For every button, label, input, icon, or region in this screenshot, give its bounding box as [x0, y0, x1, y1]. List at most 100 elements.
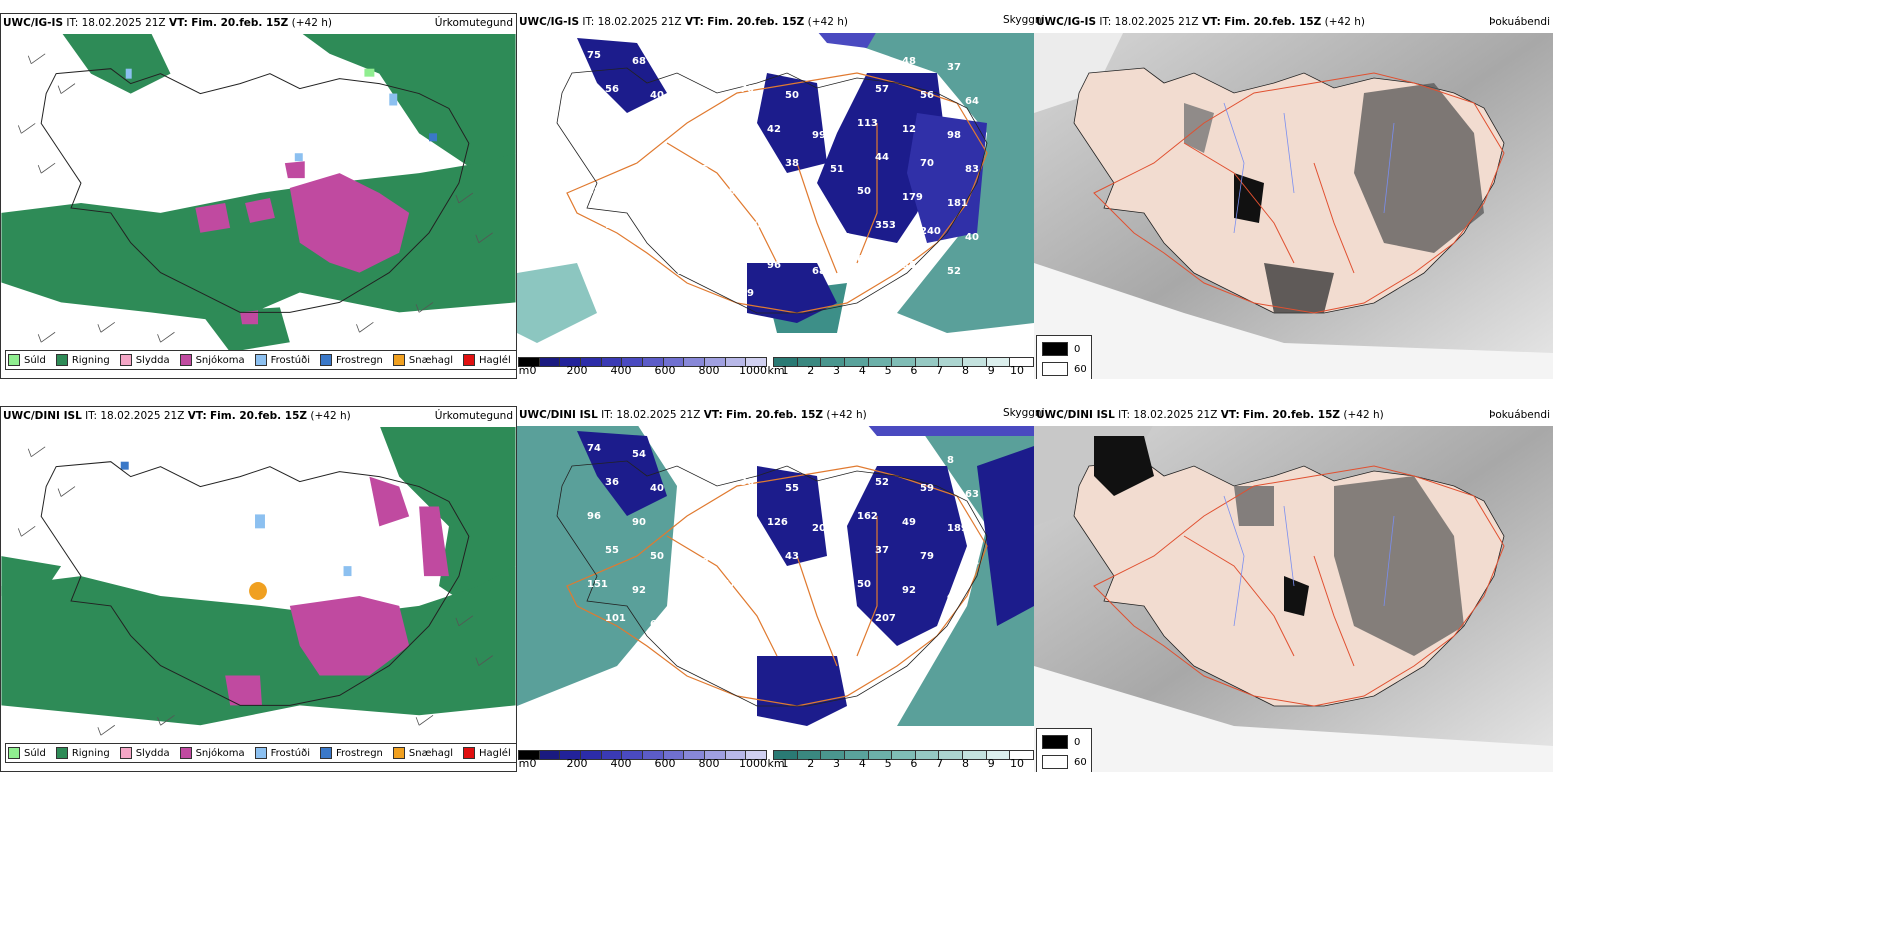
lead-time: (+42 h) — [807, 16, 848, 28]
colorbar-cell — [518, 750, 540, 760]
visibility-colorbar — [773, 357, 1034, 367]
visibility-value: 52 — [947, 266, 961, 277]
colorbar-cell — [580, 357, 602, 367]
colorbar-cell — [963, 357, 987, 367]
visibility-value: 83 — [965, 164, 979, 175]
colorbar-cell — [746, 750, 767, 760]
model-name: UWC/IG-IS — [1036, 16, 1097, 28]
legend-item: Snjókoma — [179, 354, 245, 366]
shade-value: 0 — [1074, 736, 1081, 748]
legend-swatch — [463, 354, 476, 366]
visibility-map: 75 68 55 65 354 66 57 48 37 56 40 58 70 50 58 57 56 64 82 4… — [517, 31, 1034, 351]
legend-label: Slydda — [135, 747, 170, 759]
panel-header: UWC/IG-IS IT: 18.02.2025 21Z VT: Fim. 20… — [1, 14, 516, 34]
visibility-value: 50 — [857, 579, 871, 590]
shade-swatch — [1042, 755, 1068, 769]
visibility-value: 70 — [902, 449, 916, 460]
colorbar-tick: 10 — [1010, 364, 1024, 377]
visibility-value: 25 — [695, 300, 709, 311]
visibility-value: 98 — [947, 130, 961, 141]
colorbar-cell — [725, 357, 747, 367]
precip-type-legend: Súld Rigning Slydda Snjókoma Frostúði Frostre… — [5, 743, 516, 763]
colorbar-tick: 2 — [807, 757, 815, 770]
visibility-value: 36 — [605, 477, 619, 488]
colorbar-tick: 6 — [910, 757, 918, 770]
panel-header: UWC/IG-IS IT: 18.02.2025 21Z VT: Fim. 20… — [517, 13, 1034, 33]
legend-label: Haglél — [479, 354, 511, 366]
colorbar-tick: 8 — [961, 757, 969, 770]
visibility-value: 198 — [722, 186, 743, 197]
shade-value: 60 — [1074, 363, 1087, 375]
visibility-value: 203 — [812, 523, 833, 534]
visibility-value: 353 — [875, 220, 896, 231]
visibility-value: 383 — [632, 192, 653, 203]
visibility-value: 71 — [767, 192, 781, 203]
legend-label: Rigning — [71, 354, 110, 366]
colorbar-cell — [663, 357, 685, 367]
colorbar-cell — [797, 357, 822, 367]
colorbar-tick: 0 — [529, 364, 537, 377]
visibility-value: 90 — [632, 517, 646, 528]
visibility-value: 66 — [650, 158, 664, 169]
height-colorbar-ticks: m 0 200 400 600 800 1000 — [517, 364, 777, 378]
colorbar-cell — [601, 750, 623, 760]
visibility-panel-top: UWC/IG-IS IT: 18.02.2025 21Z VT: Fim. 20… — [517, 13, 1034, 379]
visibility-value: 68 — [632, 56, 646, 67]
colorbar-tick: 6 — [910, 364, 918, 377]
legend-item: Snæhagl — [392, 354, 454, 366]
vt-value: Fim. 20.feb. 15Z — [726, 409, 824, 421]
colorbar-tick: 200 — [566, 757, 588, 770]
shade-swatch — [1042, 362, 1068, 376]
colorbar-tick: 4 — [858, 364, 866, 377]
it-value: 18.02.2025 21Z — [1114, 16, 1199, 28]
legend-swatch — [320, 354, 332, 366]
model-name: UWC/DINI ISL — [1036, 409, 1115, 421]
it-value: 18.02.2025 21Z — [1133, 409, 1218, 421]
visibility-value: 96 — [767, 260, 781, 271]
colorbar-tick: 2 — [807, 364, 815, 377]
panel-header: UWC/DINI ISL IT: 18.02.2025 21Z VT: Fim.… — [1, 407, 516, 427]
visibility-value: 92 — [902, 585, 916, 596]
visibility-value: 50 — [857, 186, 871, 197]
colorbar-tick: 1000 — [739, 757, 767, 770]
it-label: IT: — [601, 409, 614, 421]
visibility-value: 61 — [785, 226, 799, 237]
colorbar-cell — [622, 750, 643, 760]
model-name: UWC/IG-IS — [519, 16, 580, 28]
panel-header: UWC/DINI ISL IT: 18.02.2025 21Z VT: Fim.… — [517, 406, 1034, 426]
visibility-value: 61 — [650, 226, 664, 237]
visibility-title-top: Skyggni — [1003, 14, 1045, 26]
visibility-value: 38 — [857, 443, 871, 454]
visibility-value: 354 — [767, 56, 788, 67]
legend-label: Snæhagl — [408, 354, 454, 366]
legend-label: Frostregn — [336, 747, 383, 759]
visibility-value: 91 — [587, 254, 601, 265]
colorbar-cell — [1010, 357, 1034, 367]
colorbar-cell — [915, 750, 940, 760]
visibility-value: 43 — [695, 557, 709, 568]
panel-title: Úrkomutegund — [434, 17, 513, 29]
colorbar-cell — [915, 357, 940, 367]
visibility-value: 51 — [830, 164, 844, 175]
visibility-value: 37 — [947, 62, 961, 73]
colorbar-cell — [704, 750, 726, 760]
visibility-value: 126 — [677, 198, 698, 209]
panel-title: Þokuábendi — [1489, 409, 1550, 421]
vt-label: VT: — [684, 16, 704, 28]
colorbar-cell — [773, 357, 798, 367]
visibility-value: 181 — [947, 198, 968, 209]
visibility-value: 59 — [740, 152, 754, 163]
shade-swatch — [1042, 342, 1068, 356]
colorbar-cell — [892, 357, 916, 367]
visibility-value: 240 — [920, 226, 941, 237]
visibility-colorbar — [773, 750, 1034, 760]
height-colorbar — [518, 750, 767, 760]
visibility-value: 40 — [965, 232, 979, 243]
colorbar-tick: 200 — [566, 364, 588, 377]
legend-swatch — [392, 747, 405, 759]
colorbar-cell — [892, 750, 916, 760]
model-name: UWC/IG-IS — [3, 17, 64, 29]
visibility-value: 56 — [920, 90, 934, 101]
legend-label: Slydda — [135, 354, 170, 366]
colorbar-cell — [684, 750, 705, 760]
